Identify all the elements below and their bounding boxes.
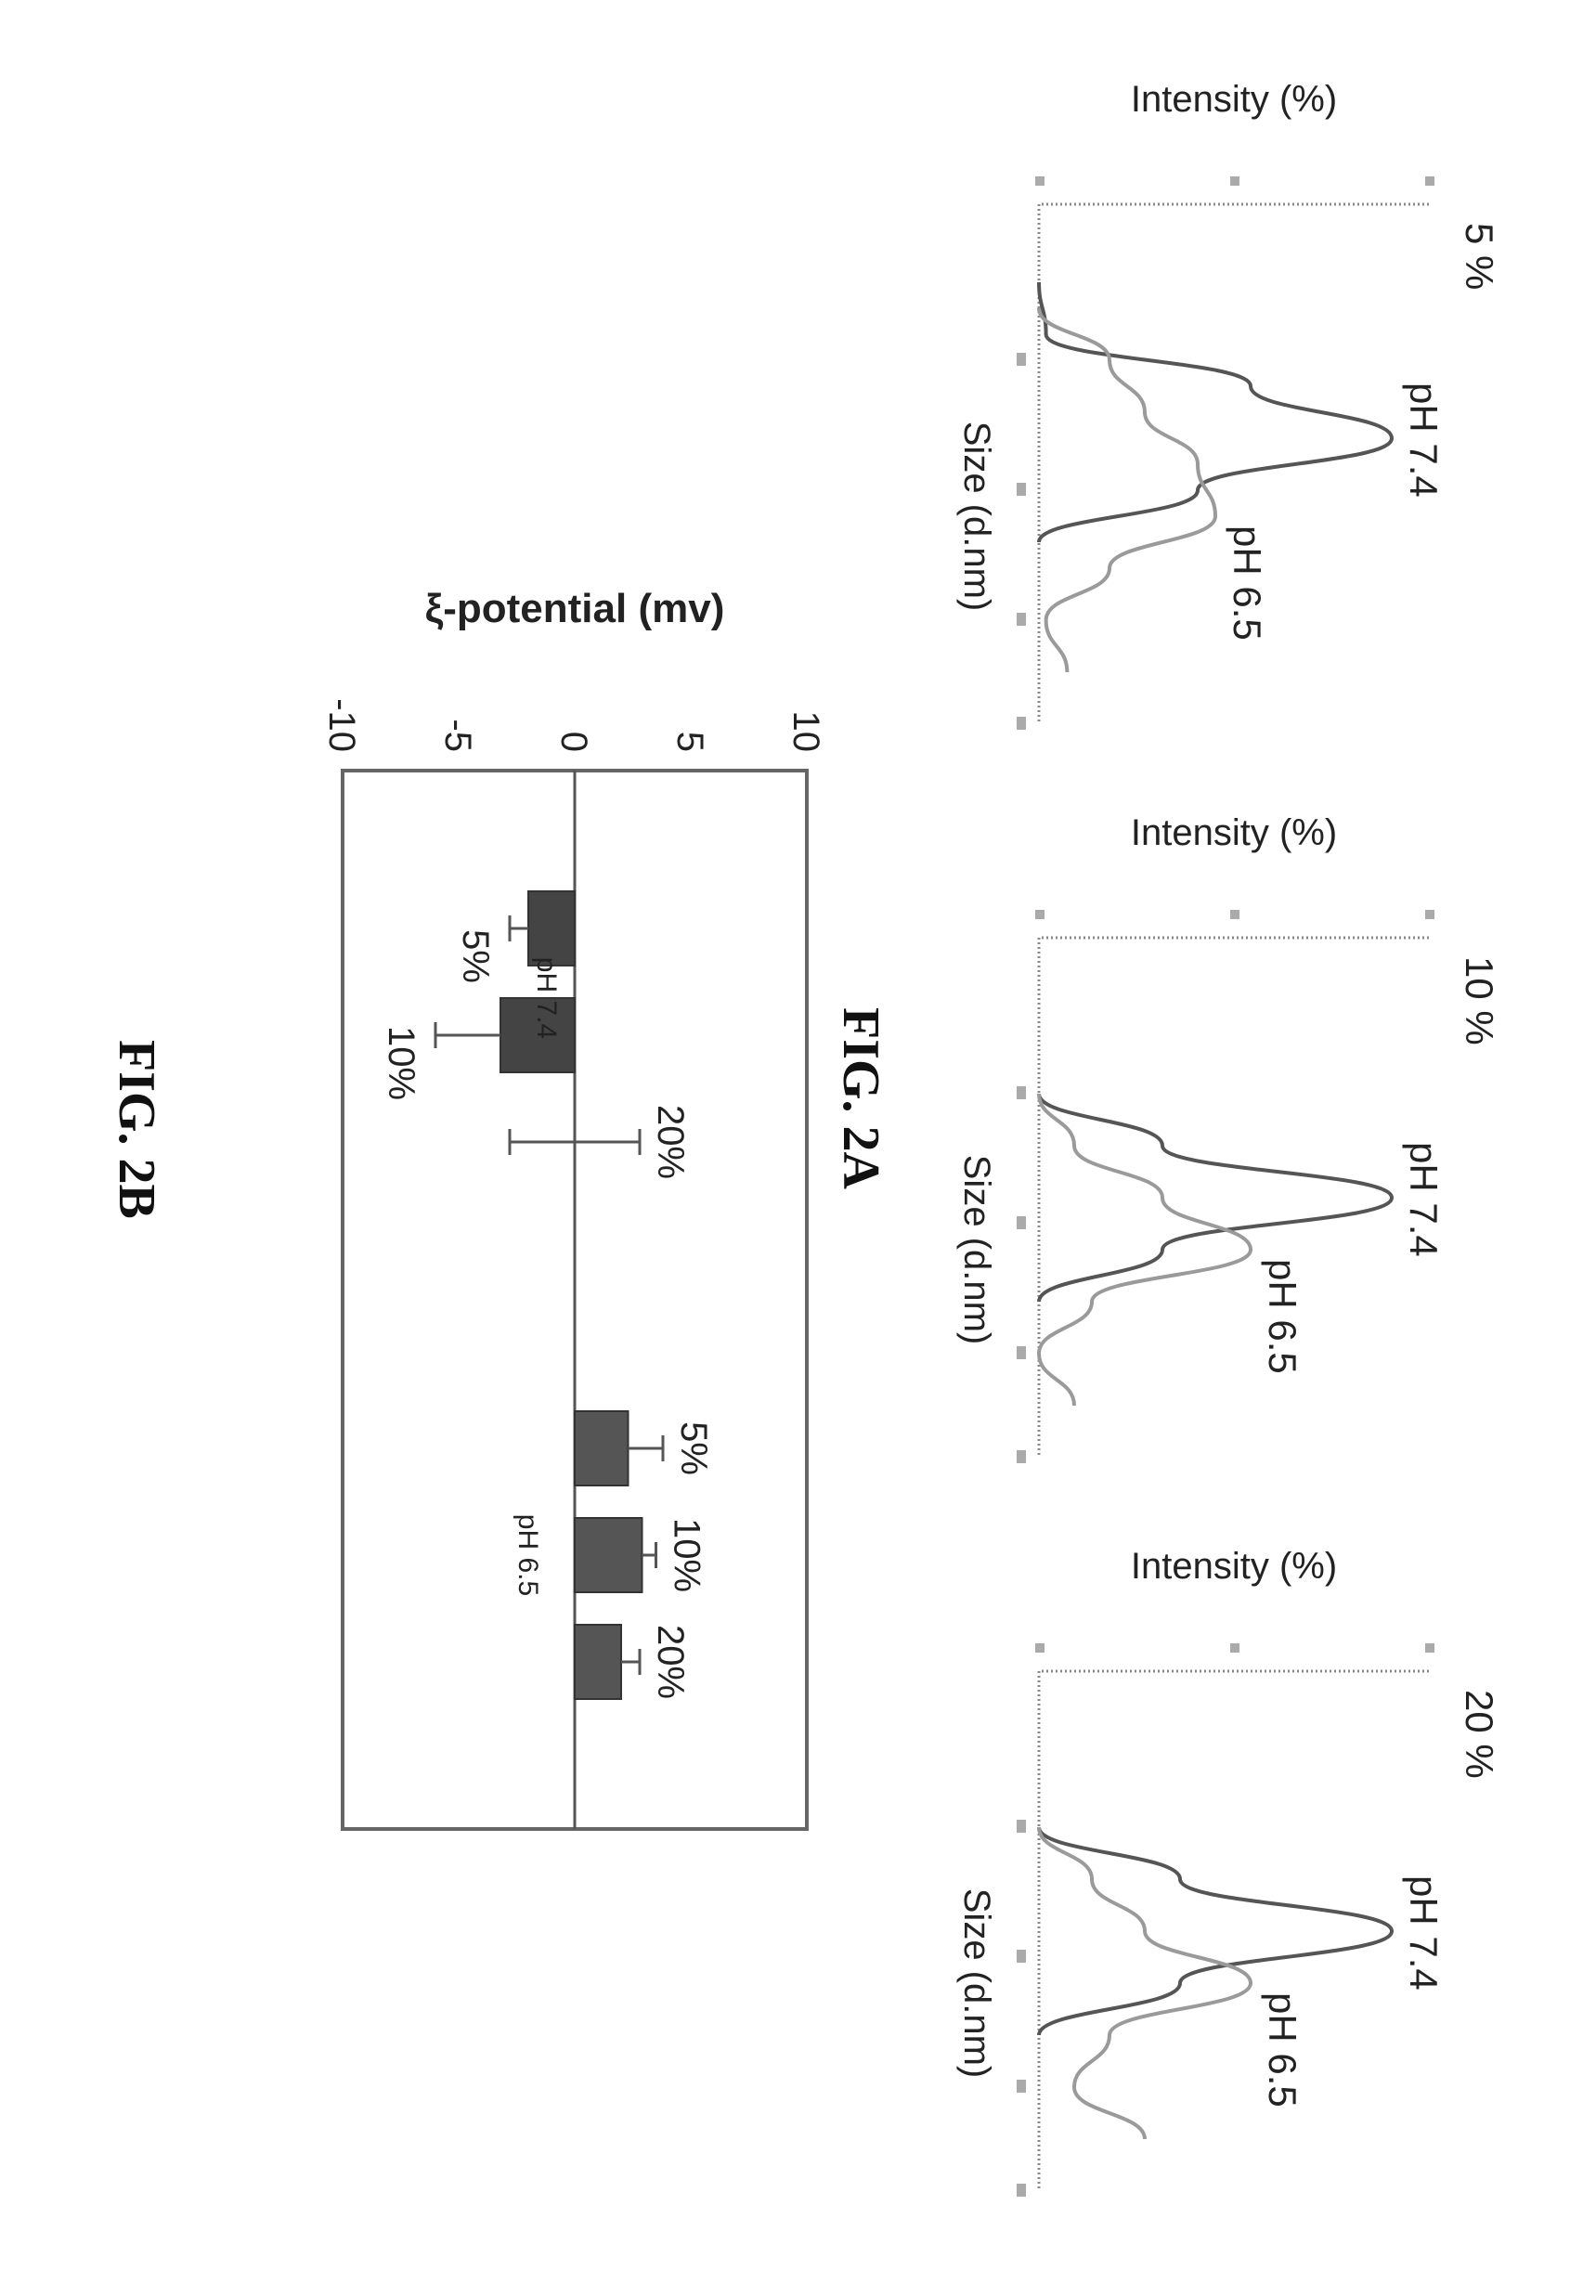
x-axis-label: Size (d.nm)	[956, 1888, 997, 2079]
y-tick-label-1: 5	[669, 732, 710, 752]
y-tick-label-3: -5	[437, 719, 478, 752]
y-tick-label-2: 0	[553, 732, 594, 752]
dls-panel-10: Intensity (%) Size (d.nm) 10 % pH 7.4 pH 6.5	[923, 798, 1522, 1504]
y-axis-label: ξ-potential (mv)	[425, 586, 725, 631]
x-axis-label: Size (d.nm)	[956, 1155, 997, 1345]
dls-chart-10-percent: Intensity (%) Size (d.nm) 10 % pH 7.4 pH 6.5	[956, 812, 1501, 1463]
dls-chart-5-percent: Intensity (%) Size (d.nm) 5 % pH 7.4 pH 6.5	[956, 79, 1501, 730]
y-axis-label: Intensity (%)	[1131, 1546, 1337, 1587]
category-label-ph74-5%: 5%	[455, 929, 496, 983]
dls-chart-20-percent: Intensity (%) Size (d.nm) 20 % pH 7.4 pH 6.5	[956, 1546, 1501, 2197]
category-label-ph65-20%: 20%	[650, 1625, 691, 1699]
dls-panel-20: Intensity (%) Size (d.nm) 20 % pH 7.4 pH 6.5	[923, 1532, 1522, 2238]
x-tick-marker-3	[1017, 717, 1026, 730]
category-label-ph74-20%: 20%	[650, 1105, 691, 1179]
fig-2b-label: FIG. 2B	[108, 1040, 165, 1219]
zeta-potential-chart: 10 5 0 -5 -10 ξ-potential (mv) 5% 10% 20% pH 7.4 5…	[321, 586, 826, 1831]
y-tick-marker-2	[1425, 176, 1434, 186]
group-label-ph65: pH 6.5	[513, 1514, 543, 1596]
series-line-ph74	[1037, 281, 1395, 543]
series-line-ph74	[1037, 1826, 1395, 2036]
y-tick-marker-2	[1425, 1643, 1434, 1653]
peak-label-ph74: pH 7.4	[1402, 383, 1446, 498]
y-axis-label: Intensity (%)	[1131, 812, 1337, 853]
x-tick-marker-0	[1017, 1820, 1026, 1833]
peak-label-ph65: pH 6.5	[1226, 525, 1269, 641]
series-line-ph65	[1037, 1826, 1253, 2140]
group-label-ph74: pH 7.4	[531, 957, 562, 1039]
x-tick-marker-1	[1017, 483, 1026, 496]
concentration-label: 10 %	[1458, 956, 1501, 1045]
x-tick-marker-2	[1017, 613, 1026, 626]
concentration-label: 5 %	[1458, 223, 1501, 290]
category-label-ph65-5%: 5%	[673, 1421, 714, 1475]
zeta-panel: 10 5 0 -5 -10 ξ-potential (mv) 5% 10% 20% pH 7.4 5…	[264, 557, 844, 1857]
peak-label-ph65: pH 6.5	[1261, 1259, 1304, 1374]
x-tick-marker-2	[1017, 1346, 1026, 1359]
x-tick-marker-0	[1017, 353, 1026, 366]
y-tick-label-0: 10	[785, 711, 826, 753]
y-tick-marker-2	[1425, 910, 1434, 919]
x-tick-marker-3	[1017, 2184, 1026, 2197]
category-label-ph74-10%: 10%	[381, 1026, 422, 1100]
x-tick-marker-0	[1017, 1086, 1026, 1099]
peak-label-ph65: pH 6.5	[1261, 1992, 1304, 2108]
series-line-ph74	[1037, 1093, 1395, 1303]
y-tick-marker-0	[1035, 1643, 1045, 1653]
x-tick-marker-2	[1017, 2080, 1026, 2093]
bar-ph74-5%	[527, 890, 576, 966]
series-line-ph65	[1036, 1093, 1253, 1407]
x-axis-label: Size (d.nm)	[956, 422, 997, 612]
bar-ph65-5%	[574, 1410, 629, 1486]
dls-panel-5: Intensity (%) Size (d.nm) 5 % pH 7.4 pH 6.5	[923, 65, 1522, 771]
x-tick-marker-3	[1017, 1450, 1026, 1463]
y-tick-label-4: -10	[321, 698, 362, 752]
y-tick-marker-1	[1230, 176, 1239, 186]
x-tick-marker-1	[1017, 1950, 1026, 1963]
bar-ph65-20%	[574, 1624, 622, 1700]
y-tick-marker-0	[1035, 176, 1045, 186]
peak-label-ph74: pH 7.4	[1402, 1875, 1446, 1991]
series-line-ph65	[1037, 307, 1218, 673]
category-label-ph65-10%: 10%	[667, 1518, 707, 1592]
peak-label-ph74: pH 7.4	[1402, 1142, 1446, 1257]
y-tick-marker-0	[1035, 910, 1045, 919]
y-tick-marker-1	[1230, 1643, 1239, 1653]
concentration-label: 20 %	[1458, 1690, 1501, 1779]
x-tick-marker-1	[1017, 1216, 1026, 1229]
y-axis-label: Intensity (%)	[1131, 79, 1337, 120]
y-tick-marker-1	[1230, 910, 1239, 919]
bar-ph65-10%	[574, 1517, 643, 1593]
